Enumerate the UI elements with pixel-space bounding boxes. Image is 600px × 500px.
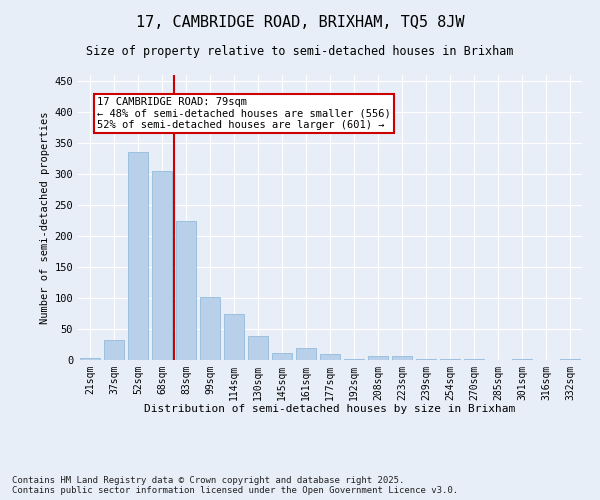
X-axis label: Distribution of semi-detached houses by size in Brixham: Distribution of semi-detached houses by …	[145, 404, 515, 414]
Bar	[104, 340, 124, 360]
Bar	[320, 354, 340, 360]
Bar	[176, 221, 196, 360]
Bar	[344, 359, 364, 360]
Bar	[392, 356, 412, 360]
Y-axis label: Number of semi-detached properties: Number of semi-detached properties	[40, 112, 50, 324]
Bar	[296, 348, 316, 360]
Bar	[272, 353, 292, 360]
Bar	[368, 356, 388, 360]
Bar	[200, 298, 220, 360]
Bar	[224, 314, 244, 360]
Text: Size of property relative to semi-detached houses in Brixham: Size of property relative to semi-detach…	[86, 45, 514, 58]
Bar	[152, 171, 172, 360]
Bar	[128, 152, 148, 360]
Bar	[80, 358, 100, 360]
Text: 17, CAMBRIDGE ROAD, BRIXHAM, TQ5 8JW: 17, CAMBRIDGE ROAD, BRIXHAM, TQ5 8JW	[136, 15, 464, 30]
Text: 17 CAMBRIDGE ROAD: 79sqm
← 48% of semi-detached houses are smaller (556)
52% of : 17 CAMBRIDGE ROAD: 79sqm ← 48% of semi-d…	[97, 96, 391, 130]
Text: Contains HM Land Registry data © Crown copyright and database right 2025.
Contai: Contains HM Land Registry data © Crown c…	[12, 476, 458, 495]
Bar	[248, 336, 268, 360]
